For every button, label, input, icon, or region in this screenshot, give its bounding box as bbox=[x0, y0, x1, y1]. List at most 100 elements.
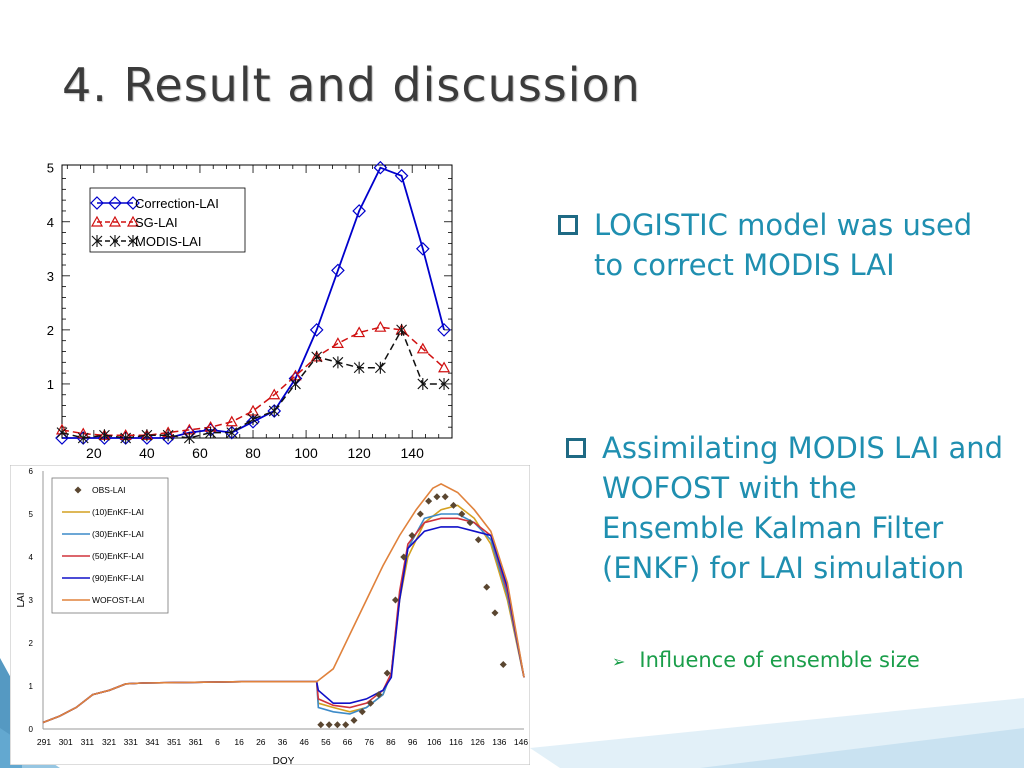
data-point bbox=[225, 415, 238, 427]
data-point bbox=[438, 377, 450, 390]
y-tick-label: 1 bbox=[47, 377, 54, 392]
data-point bbox=[358, 708, 366, 716]
data-point bbox=[162, 429, 174, 442]
data-point bbox=[350, 716, 358, 724]
y-tick-label: 2 bbox=[47, 323, 54, 338]
x-tick-label: 76 bbox=[364, 737, 374, 747]
x-tick-label: 311 bbox=[81, 737, 95, 747]
x-tick-label: 136 bbox=[492, 737, 506, 747]
legend-marker bbox=[126, 215, 140, 227]
legend-marker bbox=[90, 196, 104, 210]
data-point bbox=[433, 493, 441, 501]
data-point bbox=[417, 377, 429, 390]
data-point bbox=[373, 160, 388, 175]
data-point bbox=[437, 323, 451, 337]
data-point bbox=[246, 414, 260, 429]
x-tick-label: 56 bbox=[321, 737, 331, 747]
bullet-assimilating: Assimilating MODIS LAI and WOFOST with t… bbox=[566, 428, 1006, 588]
data-point bbox=[374, 361, 386, 374]
data-point bbox=[441, 493, 449, 501]
x-axis-label: DOY bbox=[273, 756, 295, 765]
legend-box bbox=[51, 477, 169, 614]
data-point bbox=[342, 721, 350, 729]
x-tick-label: 291 bbox=[37, 737, 51, 747]
legend-marker bbox=[108, 215, 122, 227]
y-tick-label: 3 bbox=[29, 596, 34, 605]
data-point bbox=[268, 404, 280, 417]
data-point bbox=[396, 323, 407, 336]
data-point bbox=[416, 510, 424, 518]
legend-label: Correction-LAI bbox=[135, 196, 219, 211]
data-point bbox=[141, 429, 153, 442]
x-tick-label: 86 bbox=[386, 737, 396, 747]
data-point bbox=[333, 721, 341, 729]
data-point bbox=[408, 532, 416, 539]
y-tick-label: 5 bbox=[29, 510, 34, 519]
data-point bbox=[450, 501, 458, 509]
legend-marker bbox=[109, 235, 121, 247]
arrow-bullet-icon: ➢ bbox=[612, 652, 626, 671]
data-point bbox=[332, 356, 344, 369]
x-tick-label: 341 bbox=[145, 737, 159, 747]
data-point bbox=[99, 429, 110, 442]
x-tick-label: 16 bbox=[234, 737, 244, 747]
data-point bbox=[353, 361, 365, 374]
data-point bbox=[353, 326, 366, 338]
data-point bbox=[268, 388, 281, 400]
legend-label: WOFOST-LAI bbox=[92, 595, 144, 605]
data-point bbox=[458, 510, 466, 518]
data-point bbox=[391, 596, 399, 604]
x-tick-label: 40 bbox=[139, 445, 155, 461]
sub-bullet: ➢ Influence of ensemble size bbox=[612, 648, 920, 672]
y-tick-label: 1 bbox=[29, 682, 34, 691]
legend-label: MODIS-LAI bbox=[135, 234, 201, 249]
data-point bbox=[56, 426, 68, 439]
data-point bbox=[415, 241, 430, 256]
legend: OBS-LAI (10)EnKF-LAI (30)EnKF-LAI (50)EnKF-… bbox=[51, 477, 169, 614]
y-tick-label: 5 bbox=[47, 161, 54, 176]
series-obs-lai bbox=[317, 493, 507, 729]
data-point bbox=[325, 721, 333, 729]
x-tick-label: 126 bbox=[471, 737, 485, 747]
data-point bbox=[331, 263, 345, 278]
x-tick-label: 60 bbox=[192, 445, 208, 461]
data-point bbox=[205, 426, 216, 439]
data-point bbox=[491, 609, 499, 617]
x-tick-label: 361 bbox=[189, 737, 203, 747]
data-point bbox=[290, 377, 301, 390]
data-point bbox=[400, 553, 408, 561]
bullet-logistic: LOGISTIC model was used to correct MODIS… bbox=[558, 205, 978, 285]
x-tick-label: 116 bbox=[449, 737, 463, 747]
legend-label: SG-LAI bbox=[135, 215, 178, 230]
bullet-text: Assimilating MODIS LAI and WOFOST with t… bbox=[602, 431, 1004, 585]
y-tick-label: 4 bbox=[29, 553, 34, 562]
legend-label: OBS-LAI bbox=[92, 485, 126, 495]
data-point bbox=[466, 519, 474, 527]
data-point bbox=[311, 350, 323, 363]
data-point bbox=[499, 661, 507, 668]
x-tick-label: 66 bbox=[343, 737, 353, 747]
legend-marker bbox=[90, 215, 104, 227]
x-tick-label: 140 bbox=[401, 445, 425, 461]
y-tick-label: 0 bbox=[29, 725, 34, 734]
square-bullet-icon bbox=[566, 438, 586, 458]
series-line-wofost-lai bbox=[42, 482, 525, 724]
data-point bbox=[317, 721, 325, 729]
x-tick-label: 96 bbox=[408, 737, 418, 747]
data-point bbox=[474, 536, 482, 544]
data-point bbox=[438, 361, 451, 373]
legend-label: (10)EnKF-LAI bbox=[92, 507, 144, 517]
y-tick-label: 4 bbox=[47, 215, 54, 230]
data-point bbox=[394, 168, 409, 183]
legend: Correction-LAI SG-LAI MODIS-LAI bbox=[89, 187, 246, 253]
x-tick-label: 301 bbox=[59, 737, 73, 747]
data-point bbox=[352, 204, 366, 218]
data-point bbox=[383, 669, 391, 677]
lai-correction-chart: 20 40 60 80 100 120 140 1 2 3 4 5 Correction-LAI SG-L… bbox=[47, 160, 453, 461]
data-point bbox=[375, 691, 383, 699]
data-point bbox=[331, 337, 344, 348]
legend-label: (30)EnKF-LAI bbox=[92, 529, 144, 539]
y-tick-label: 2 bbox=[29, 639, 34, 648]
x-tick-label: 321 bbox=[102, 737, 116, 747]
